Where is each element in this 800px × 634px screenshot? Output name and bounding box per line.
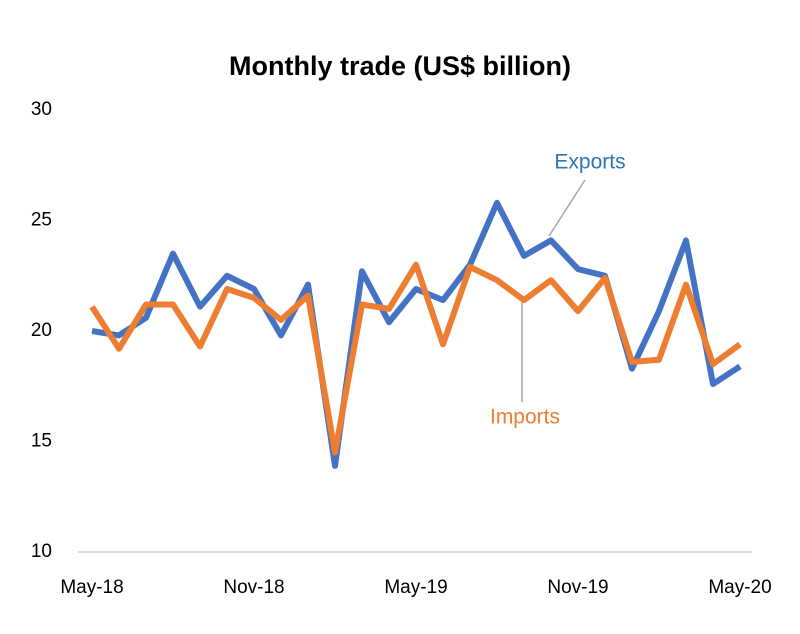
x-tick-label: Nov-19 xyxy=(547,577,608,598)
series-line xyxy=(89,261,742,456)
chart-title: Monthly trade (US$ billion) xyxy=(229,51,571,81)
y-tick-label: 10 xyxy=(31,541,52,562)
x-tick-label: May-19 xyxy=(384,577,447,598)
x-tick-label: Nov-18 xyxy=(223,577,284,598)
y-tick-label: 25 xyxy=(31,210,52,231)
series-line xyxy=(91,199,742,469)
y-tick-label: 20 xyxy=(31,320,52,341)
series-label: Exports xyxy=(554,151,625,174)
y-tick-label: 30 xyxy=(31,99,52,120)
series-label: Imports xyxy=(490,406,560,429)
x-tick-label: May-18 xyxy=(60,577,123,598)
exports-leader xyxy=(548,179,586,237)
y-tick-label: 15 xyxy=(31,431,52,452)
x-tick-label: May-20 xyxy=(708,577,771,598)
